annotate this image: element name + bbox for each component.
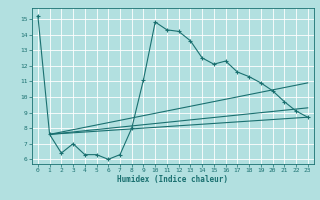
X-axis label: Humidex (Indice chaleur): Humidex (Indice chaleur) [117, 175, 228, 184]
